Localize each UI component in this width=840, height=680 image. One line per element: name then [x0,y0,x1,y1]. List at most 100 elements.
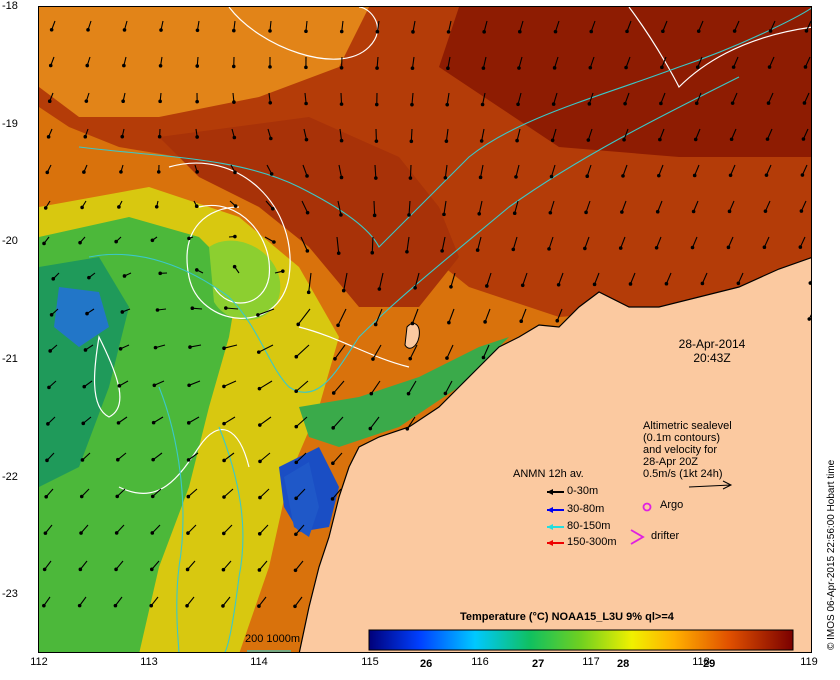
velocity-arrowhead [732,29,737,33]
anmn-legend-label-1: 30-80m [567,503,605,515]
velocity-arrow [188,452,199,461]
velocity-arrow [554,20,560,32]
velocity-arrow [803,92,810,104]
velocity-arrowhead [149,603,154,608]
velocity-arrowhead [408,176,413,180]
ocean-blue-patch [54,287,109,347]
velocity-arrow [303,128,308,140]
velocity-arrow [697,56,703,68]
velocity-arrowhead [42,567,47,572]
velocity-arrow [626,20,632,32]
velocity-arrowhead [231,64,236,69]
velocity-arrowhead [256,313,260,317]
lon-label-118: 118 [692,656,710,668]
velocity-arrowhead [268,65,272,69]
velocity-arrowhead [43,206,48,210]
velocity-arrow [522,272,528,286]
velocity-arrowhead [153,345,158,350]
altimetric-line-4: 28-Apr 20Z [643,456,699,468]
velocity-arrow [446,92,450,105]
velocity-arrowhead [257,386,262,391]
velocity-arrow [223,416,236,425]
velocity-arrowhead [624,65,628,70]
velocity-arrow [259,524,269,535]
velocity-arrowhead [480,102,485,107]
velocity-arrowhead [306,290,311,295]
velocity-arrow [412,20,416,32]
velocity-arrow [223,344,238,349]
velocity-arrowhead [85,311,89,316]
velocity-arrowhead [304,101,308,106]
velocity-arrowhead [114,239,118,244]
velocity-arrowhead [657,173,661,178]
sst-map[interactable] [39,7,812,653]
velocity-arrowhead [86,28,90,32]
velocity-arrow [447,56,451,69]
velocity-arrow [336,236,340,254]
velocity-arrowhead [800,173,805,177]
velocity-arrow [188,416,200,424]
velocity-arrowhead [117,205,121,209]
velocity-arrow [153,416,164,424]
velocity-arrowhead [222,384,226,389]
velocity-arrowhead [694,101,699,106]
velocity-arrow [222,596,231,607]
coastline [298,257,811,652]
velocity-arrow [333,380,345,394]
velocity-arrowhead [113,603,118,608]
velocity-arrowhead [445,102,450,107]
velocity-arrow [375,308,383,325]
velocity-arrow [408,380,417,394]
altimetric-description: Altimetric sealevel (0.1m contours) and … [643,420,732,480]
velocity-arrowhead [727,209,732,214]
velocity-arrowhead [664,281,669,286]
velocity-arrow [259,416,272,426]
velocity-arrow [259,452,271,462]
velocity-arrow [658,164,664,176]
velocity-arrowhead [551,102,556,106]
velocity-arrow [444,164,448,178]
velocity-arrowhead [443,175,448,180]
velocity-arrow [624,92,630,104]
velocity-arrow [515,164,520,178]
velocity-arrowhead [654,245,659,250]
velocity-arrow [343,272,348,291]
velocity-arrowhead [221,604,225,608]
velocity-arrowhead [519,319,524,324]
map-frame[interactable] [38,6,812,653]
velocity-arrow [259,488,270,499]
velocity-arrowhead [765,137,770,141]
velocity-arrow [258,596,267,607]
velocity-arrowhead [374,176,378,180]
velocity-arrowhead [222,495,226,499]
velocity-arrowhead [257,568,262,572]
sealevel-contours [94,7,811,494]
velocity-arrow [767,128,773,140]
velocity-arrowhead [233,170,237,175]
velocity-arrow [258,344,274,353]
velocity-arrow [302,164,308,177]
date-time-label: 28-Apr-2014 20:43Z [664,337,760,365]
velocity-arrow [339,128,343,141]
velocity-arrowhead [406,391,411,396]
velocity-arrowhead [585,174,590,179]
velocity-arrow [369,416,380,429]
velocity-arrowhead [272,240,276,244]
velocity-arrowhead [409,139,414,144]
velocity-arrow [408,200,411,216]
velocity-arrow [332,488,342,500]
velocity-arrow [482,56,487,69]
velocity-arrow [376,56,379,69]
velocity-arrowhead [447,320,451,325]
velocity-arrow [520,308,527,322]
velocity-arrow [588,92,594,105]
velocity-arrowhead [116,421,121,425]
velocity-arrow [621,200,627,213]
velocity-arrow [115,560,124,570]
velocity-arrow [732,92,738,104]
velocity-arrowhead [49,28,54,32]
velocity-arrow [337,308,347,326]
velocity-arrowhead [374,102,379,107]
velocity-arrow [731,128,737,140]
velocity-arrow [448,308,455,323]
